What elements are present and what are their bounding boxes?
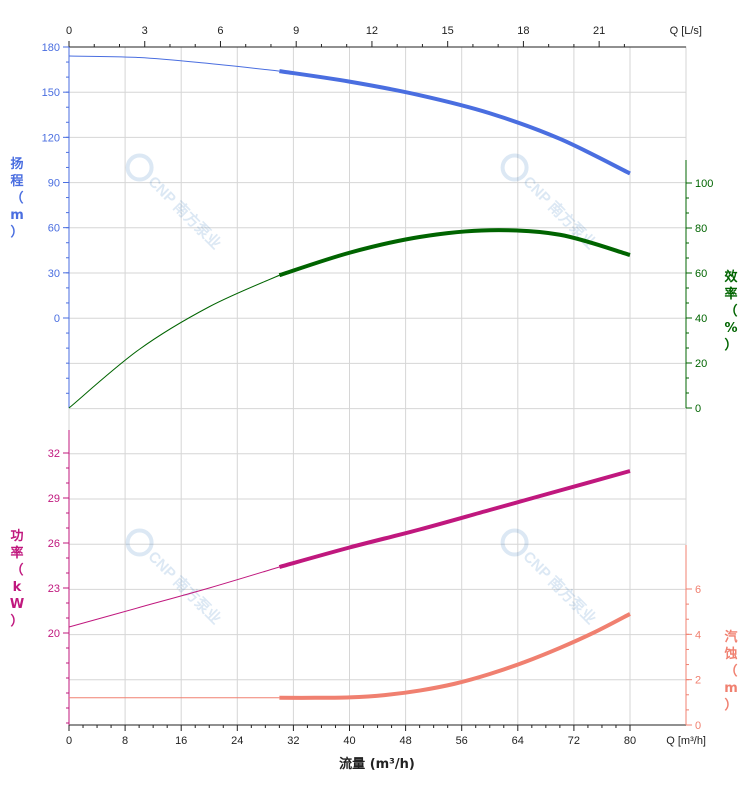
head-tick-label: 180 <box>42 42 60 54</box>
power-axis-title-char: 功 <box>10 529 23 544</box>
x-tick-label-top: 9 <box>293 25 299 37</box>
x-axis-bottom-unit: Q [m³/h] <box>666 735 706 747</box>
power-tick-label: 23 <box>48 583 60 595</box>
curves <box>68 55 631 700</box>
head-axis-title-char: m <box>10 208 24 223</box>
power-tick-label: 32 <box>48 448 60 460</box>
efficiency-tick-label: 0 <box>695 403 701 415</box>
efficiency-axis-title-char: % <box>724 321 737 336</box>
efficiency-curve-thin <box>68 274 280 409</box>
x-tick-label-bottom: 8 <box>122 735 128 747</box>
efficiency-tick-label: 60 <box>695 268 707 280</box>
plot-frame <box>68 46 687 726</box>
head-tick-label: 90 <box>48 178 60 190</box>
npsh-tick-label: 2 <box>695 675 701 687</box>
npsh-axis-title-char: 汽 <box>724 629 737 645</box>
efficiency-curve-operating <box>278 228 631 278</box>
head-axis-title-char: ） <box>10 224 23 240</box>
x-tick-label-top: 15 <box>442 25 454 37</box>
head-axis-title-char: （ <box>10 190 23 206</box>
x-tick-label-bottom: 24 <box>231 735 243 747</box>
head-curve-thin <box>68 55 280 72</box>
x-tick-label-bottom: 80 <box>624 735 636 747</box>
power-tick-label: 20 <box>48 628 60 640</box>
efficiency-axis-title-char: （ <box>724 303 737 319</box>
x-tick-label-top: 21 <box>593 25 605 37</box>
npsh-tick-label: 4 <box>695 629 701 641</box>
head-tick-label: 120 <box>42 132 60 144</box>
power-axis-title-char: k <box>13 580 22 595</box>
npsh-curve-operating <box>279 612 631 700</box>
power-axis-title-char: ） <box>10 613 23 629</box>
head-curve-operating <box>279 69 631 176</box>
efficiency-tick-label: 40 <box>695 313 707 325</box>
watermark: CNP 南方泵业 CNP 南方泵业 CNP 南方泵业 CNP 南方泵业 <box>125 153 600 628</box>
head-tick-label: 150 <box>42 87 60 99</box>
x-axis-top-unit: Q [L/s] <box>670 25 702 37</box>
power-tick-label: 26 <box>48 538 60 550</box>
x-tick-label-bottom: 48 <box>399 735 411 747</box>
power-axis-title-char: （ <box>10 562 23 578</box>
efficiency-axis-title-char: ） <box>724 337 737 353</box>
x-tick-label-top: 0 <box>66 25 72 37</box>
svg-text:CNP 南方泵业: CNP 南方泵业 <box>145 547 225 627</box>
power-axis-title-char: 率 <box>10 545 23 561</box>
efficiency-tick-label: 80 <box>695 223 707 235</box>
axes: 0 8 16 24 32 40 48 56 64 72 80 Q [m³/h]0 3 6 9 12 15 18 21… <box>42 25 714 747</box>
efficiency-tick-label: 20 <box>695 358 707 370</box>
x-tick-label-bottom: 16 <box>175 735 187 747</box>
npsh-axis-title-char: 蚀 <box>723 646 737 662</box>
x-tick-label-bottom: 72 <box>568 735 580 747</box>
x-tick-label-bottom: 40 <box>343 735 355 747</box>
x-tick-label-top: 12 <box>366 25 378 37</box>
efficiency-axis-title-char: 效 <box>724 269 738 285</box>
npsh-axis-title-char: ） <box>724 697 737 713</box>
x-tick-label-bottom: 0 <box>66 735 72 747</box>
npsh-tick-label: 6 <box>695 584 701 596</box>
x-tick-label-bottom: 64 <box>512 735 524 747</box>
x-tick-label-top: 6 <box>217 25 223 37</box>
power-curve-thin <box>68 566 280 628</box>
x-tick-label-top: 3 <box>142 25 148 37</box>
svg-text:CNP 南方泵业: CNP 南方泵业 <box>145 172 225 252</box>
power-curve-operating <box>278 469 631 569</box>
efficiency-axis-title-char: 率 <box>724 286 737 302</box>
head-tick-label: 30 <box>48 268 60 280</box>
efficiency-tick-label: 100 <box>695 178 713 190</box>
head-axis-title-char: 扬 <box>10 156 23 172</box>
x-tick-label-bottom: 32 <box>287 735 299 747</box>
x-tick-label-top: 18 <box>517 25 529 37</box>
power-axis-title-char: W <box>10 597 24 612</box>
head-tick-label: 60 <box>48 223 60 235</box>
npsh-axis-title-char: （ <box>724 663 737 679</box>
npsh-tick-label: 0 <box>695 720 701 732</box>
x-tick-label-bottom: 56 <box>456 735 468 747</box>
npsh-axis-title-char: m <box>724 681 738 696</box>
x-axis-title: 流量 (m³/h) <box>339 756 415 772</box>
svg-text:CNP 南方泵业: CNP 南方泵业 <box>520 547 600 627</box>
power-tick-label: 29 <box>48 493 60 505</box>
head-tick-label: 0 <box>54 313 60 325</box>
grid <box>68 46 687 726</box>
head-axis-title-char: 程 <box>10 174 23 189</box>
axis-labels: 扬程（m）效率（%）功率（kW）汽蚀（m） <box>10 156 739 713</box>
